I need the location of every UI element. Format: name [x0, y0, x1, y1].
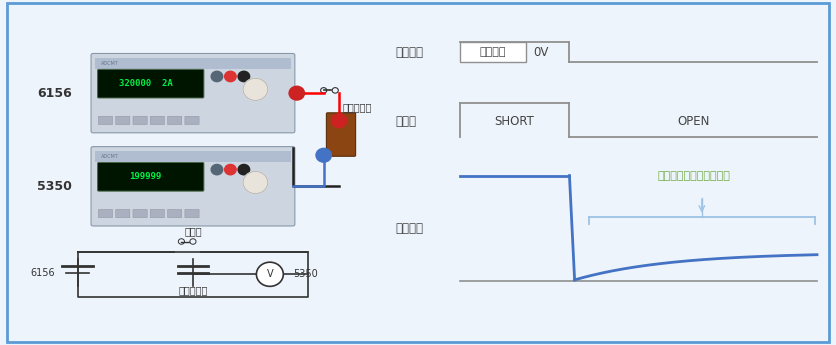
- Circle shape: [289, 86, 304, 100]
- Text: 320000  2A: 320000 2A: [119, 79, 172, 88]
- Text: 6156: 6156: [37, 87, 72, 100]
- Text: OPEN: OPEN: [677, 115, 710, 128]
- Text: SHORT: SHORT: [495, 115, 534, 128]
- FancyBboxPatch shape: [326, 113, 355, 156]
- Text: 印可電圧: 印可電圧: [395, 46, 423, 59]
- Circle shape: [212, 165, 222, 175]
- FancyBboxPatch shape: [150, 116, 165, 125]
- Text: V: V: [267, 269, 273, 279]
- Text: 測定電圧: 測定電圧: [395, 222, 423, 235]
- FancyBboxPatch shape: [185, 116, 199, 125]
- Circle shape: [225, 165, 237, 175]
- FancyBboxPatch shape: [133, 209, 147, 218]
- FancyBboxPatch shape: [133, 116, 147, 125]
- FancyBboxPatch shape: [167, 209, 181, 218]
- Circle shape: [316, 148, 331, 162]
- FancyBboxPatch shape: [460, 42, 527, 62]
- Text: 5350: 5350: [293, 269, 318, 279]
- FancyBboxPatch shape: [94, 58, 291, 69]
- Text: リレー: リレー: [395, 115, 416, 128]
- FancyBboxPatch shape: [115, 209, 130, 218]
- Circle shape: [257, 262, 283, 286]
- Text: ADCMT: ADCMT: [100, 155, 119, 159]
- Text: 199999: 199999: [130, 172, 161, 181]
- Circle shape: [212, 71, 222, 82]
- FancyBboxPatch shape: [167, 116, 181, 125]
- Text: コンデンサ: コンデンサ: [178, 285, 207, 295]
- FancyBboxPatch shape: [185, 209, 199, 218]
- Circle shape: [225, 71, 237, 82]
- Circle shape: [238, 165, 250, 175]
- Circle shape: [331, 114, 347, 128]
- FancyBboxPatch shape: [99, 209, 113, 218]
- FancyBboxPatch shape: [98, 69, 204, 98]
- Circle shape: [238, 71, 250, 82]
- Text: 0V: 0V: [533, 46, 548, 59]
- FancyBboxPatch shape: [94, 151, 291, 162]
- Text: リレー: リレー: [184, 227, 201, 237]
- Text: 誘電吸収による電圧上昇: 誘電吸収による電圧上昇: [658, 170, 731, 180]
- Text: ADCMT: ADCMT: [100, 61, 119, 66]
- FancyBboxPatch shape: [91, 53, 295, 133]
- Circle shape: [243, 171, 268, 194]
- Text: コンデンサ: コンデンサ: [343, 102, 372, 112]
- FancyBboxPatch shape: [150, 209, 165, 218]
- Text: 5350: 5350: [37, 180, 72, 193]
- Text: 定格電圧: 定格電圧: [480, 47, 507, 57]
- FancyBboxPatch shape: [98, 162, 204, 191]
- Text: 6156: 6156: [31, 268, 55, 278]
- FancyBboxPatch shape: [99, 116, 113, 125]
- Circle shape: [243, 78, 268, 100]
- FancyBboxPatch shape: [115, 116, 130, 125]
- FancyBboxPatch shape: [91, 147, 295, 226]
